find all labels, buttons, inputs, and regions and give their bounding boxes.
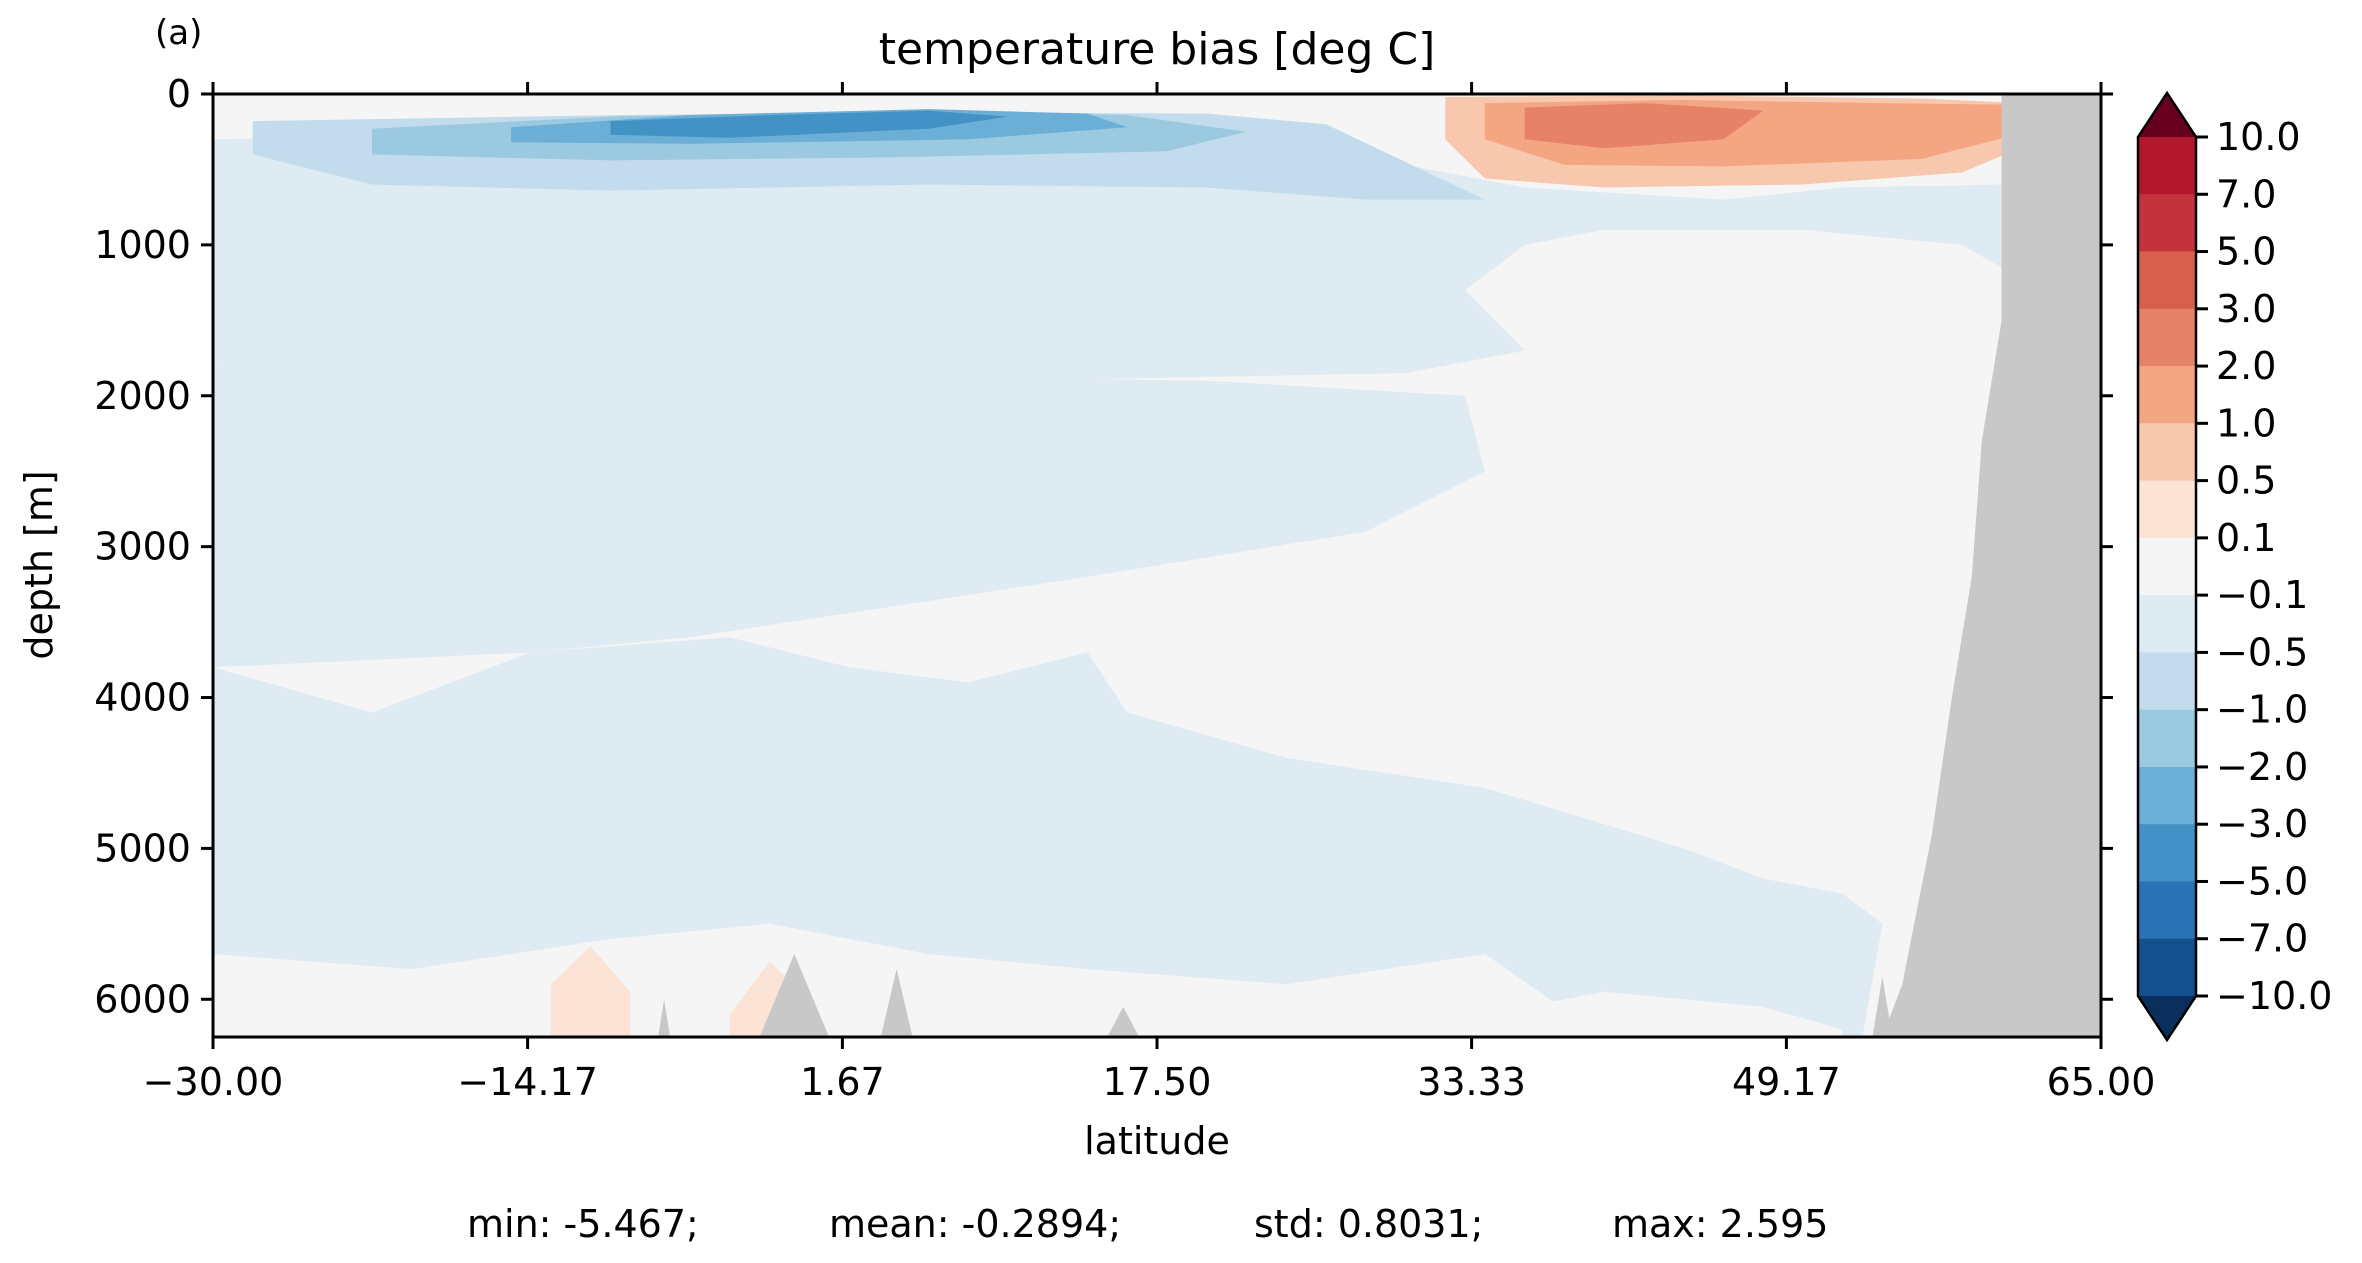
region-deep-warm-a — [550, 946, 631, 1037]
plot-area — [213, 94, 2101, 1037]
y-tick-label: 1000 — [94, 223, 191, 267]
x-tick-label: −30.00 — [143, 1060, 284, 1104]
colorbar-tick-label: −0.5 — [2216, 630, 2308, 674]
colorbar-tick-label: −3.0 — [2216, 802, 2308, 846]
region-minus-0p1-c — [213, 637, 1883, 1037]
x-tick-label: 1.67 — [800, 1060, 885, 1104]
seamount-1 — [759, 954, 830, 1037]
region-deep-near-zero — [1484, 991, 1843, 1037]
y-axis-label: depth [m] — [17, 470, 61, 659]
colorbar-tick-label: 0.1 — [2216, 516, 2276, 560]
colorbar-bin — [2138, 652, 2196, 711]
colorbar-bin — [2138, 938, 2196, 997]
x-tick-label: −14.17 — [457, 1060, 598, 1104]
x-axis: −30.00 −14.17 1.67 17.50 33.33 49.17 65.00 — [143, 82, 2156, 1104]
colorbar-tick-label: 5.0 — [2216, 230, 2276, 274]
seamount-0 — [658, 999, 671, 1037]
colorbar-tick-label: −7.0 — [2216, 917, 2308, 961]
x-tick-label: 33.33 — [1417, 1060, 1526, 1104]
chart-title: temperature bias [deg C] — [879, 24, 1436, 75]
colorbar-bin — [2138, 423, 2196, 482]
colorbar-tick-label: 1.0 — [2216, 401, 2276, 445]
stat-max: max: 2.595 — [1612, 1202, 1828, 1246]
colorbar-tick-label: 10.0 — [2216, 115, 2301, 159]
y-tick-label: 0 — [167, 72, 191, 116]
colorbar-tick-label: −0.1 — [2216, 573, 2308, 617]
seamount-4 — [1872, 976, 1893, 1037]
region-minus-0p1-a — [213, 127, 2042, 381]
colorbar-bin — [2138, 251, 2196, 310]
colorbar-bin — [2138, 595, 2196, 653]
region-minus-3p0 — [610, 110, 1008, 138]
temperature-bias-field — [213, 94, 2101, 1037]
x-axis-label: latitude — [1084, 1119, 1230, 1163]
x-tick-label: 65.00 — [2047, 1060, 2156, 1104]
colorbar-tick-label: −5.0 — [2216, 859, 2308, 903]
colorbar-bin — [2138, 480, 2196, 539]
colorbar-bin — [2138, 766, 2196, 825]
seamount-3 — [1107, 1006, 1140, 1037]
stat-min: min: -5.467; — [467, 1202, 699, 1246]
colorbar-tick-label: 7.0 — [2216, 172, 2276, 216]
panel-label: (a) — [155, 13, 202, 53]
y-tick-label: 4000 — [94, 676, 191, 720]
y-tick-label: 5000 — [94, 826, 191, 870]
colorbar-bin — [2138, 137, 2196, 195]
colorbar-bin — [2138, 194, 2196, 253]
colorbar-bin — [2138, 709, 2196, 768]
colorbar-tick-label: 3.0 — [2216, 287, 2276, 331]
stat-std: std: 0.8031; — [1254, 1202, 1483, 1246]
colorbar-bin — [2138, 824, 2196, 883]
x-tick-label: 17.50 — [1103, 1060, 1212, 1104]
colorbar: 10.0 7.0 5.0 3.0 2.0 1.0 0.5 0.1 −0.1 −0.5 −1.0 −2.… — [2136, 90, 2332, 1043]
seamount-2 — [880, 969, 913, 1037]
land-mask — [658, 94, 2101, 1037]
y-tick-label: 6000 — [94, 977, 191, 1021]
region-plus-2p0 — [1524, 103, 1764, 149]
colorbar-extend-top — [2138, 93, 2196, 137]
colorbar-bin — [2138, 881, 2196, 940]
region-surface-warm — [213, 94, 1406, 105]
y-axis: 0 1000 2000 3000 4000 5000 6000 — [94, 72, 2113, 1021]
colorbar-extend-bottom — [2138, 996, 2196, 1040]
colorbar-bin — [2138, 366, 2196, 424]
colorbar-bin — [2138, 308, 2196, 367]
colorbar-tick-label: −1.0 — [2216, 688, 2308, 732]
land-east — [1882, 94, 2101, 1037]
colorbar-bin — [2138, 537, 2196, 596]
y-tick-label: 3000 — [94, 525, 191, 569]
stat-mean: mean: -0.2894; — [829, 1202, 1121, 1246]
colorbar-tick-label: −10.0 — [2216, 974, 2332, 1018]
colorbar-tick-label: 0.5 — [2216, 459, 2276, 503]
colorbar-tick-label: 2.0 — [2216, 344, 2276, 388]
region-minus-0p1-b — [213, 365, 1485, 668]
x-tick-label: 49.17 — [1732, 1060, 1841, 1104]
y-tick-label: 2000 — [94, 374, 191, 418]
colorbar-tick-label: −2.0 — [2216, 745, 2308, 789]
